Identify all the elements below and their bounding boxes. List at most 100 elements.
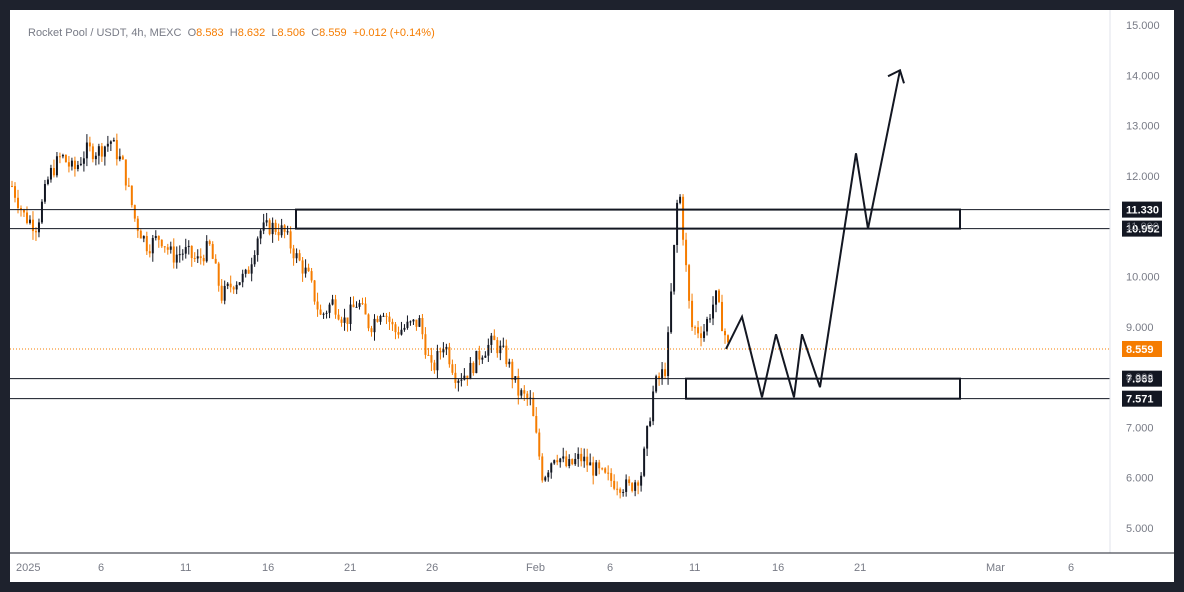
candle-body (436, 351, 439, 371)
candle-body (724, 331, 727, 336)
candle-body (337, 314, 340, 320)
candle-body (559, 458, 562, 463)
candle-body (466, 375, 469, 380)
candle-body (598, 462, 601, 469)
candle-body (499, 345, 502, 354)
candle-body (550, 463, 553, 473)
candle-body (382, 315, 385, 317)
symbol-legend: Rocket Pool / USDT, 4h, MEXC O8.583 H8.6… (28, 27, 435, 39)
candle-body (505, 345, 508, 365)
last-price-tag-label: 8.559 (1126, 344, 1154, 356)
candle-body (358, 303, 361, 307)
change-value: +0.012 (+0.14%) (352, 27, 435, 39)
candle-body (349, 304, 352, 325)
candle-body (433, 362, 436, 371)
candle-body (157, 235, 160, 240)
projection-path (725, 70, 901, 398)
candle-body (292, 248, 295, 259)
candle-body (391, 321, 394, 325)
resistance-zone-tag-label: 10.952 (1126, 224, 1160, 236)
candle-body (445, 346, 448, 350)
price-tick-label: 11.000 (1126, 221, 1159, 233)
candle-body (604, 468, 607, 473)
candle-body (682, 196, 685, 240)
candle-body (460, 379, 463, 381)
candle-body (190, 245, 193, 259)
candle-body (286, 231, 289, 233)
projection-arrowhead (887, 68, 905, 84)
candle-body (130, 185, 133, 206)
time-tick-label: 16 (262, 562, 274, 574)
support-zone-box (685, 377, 961, 400)
candle-body (67, 162, 70, 167)
candle-body (184, 247, 187, 254)
candle-body (508, 361, 511, 365)
time-tick-label: Mar (986, 562, 1005, 574)
candle-body (406, 321, 409, 328)
candle-body (172, 246, 175, 263)
candle-body (610, 473, 613, 481)
candle-body (187, 245, 190, 248)
candle-body (442, 349, 445, 353)
price-tick-label: 7.000 (1126, 422, 1154, 434)
candle-body (112, 140, 115, 142)
chart-panel[interactable]: 8.559 11.330 10.952 7.969 7.571 15.000 14.000… (10, 10, 1174, 582)
candle-body (421, 318, 424, 335)
candle-body (364, 303, 367, 315)
candle-body (76, 164, 79, 170)
candle-body (409, 321, 412, 323)
price-tick-label: 10.000 (1126, 272, 1160, 284)
candle-body (394, 324, 397, 333)
candle-body (619, 489, 622, 493)
candle-body (304, 267, 307, 274)
candle-body (55, 156, 58, 176)
candle-body (169, 246, 172, 250)
candle-body (412, 319, 415, 322)
candle-body (262, 222, 265, 231)
close-key: C (311, 27, 320, 39)
candle-body (211, 244, 214, 259)
candle-body (475, 350, 478, 374)
candle-body (706, 319, 709, 332)
candle-body (295, 253, 298, 259)
candle-body (532, 397, 535, 417)
candle-body (715, 290, 718, 305)
candle-body (703, 331, 706, 338)
candle-body (469, 362, 472, 380)
candle-body (502, 345, 505, 347)
candle-body (115, 140, 118, 160)
candle-body (658, 376, 661, 379)
candle-body (616, 488, 619, 490)
candle-body (178, 254, 181, 256)
candle-body (385, 315, 388, 317)
candle-body (133, 205, 136, 219)
candle-body (82, 158, 85, 164)
candle-body (79, 163, 82, 165)
candle-body (166, 247, 169, 250)
candle-body (700, 333, 703, 338)
candle-body (430, 355, 433, 363)
candle-body (64, 154, 67, 163)
candle-body (634, 482, 637, 491)
candle-body (631, 483, 634, 491)
candle-body (16, 197, 19, 209)
candle-body (361, 303, 364, 305)
candle-body (340, 319, 343, 323)
candle-body (142, 236, 145, 239)
candle-body (127, 185, 130, 187)
last-price-tag (1122, 340, 1162, 357)
high-key: H (229, 27, 238, 39)
high-value: 8.632 (237, 27, 266, 39)
price-chart[interactable]: 8.559 11.330 10.952 7.969 7.571 15.000 14.000… (10, 10, 1174, 582)
candle-body (622, 491, 625, 493)
candle-body (673, 244, 676, 292)
resistance-zone-tag (1122, 201, 1162, 218)
candle-body (154, 235, 157, 239)
candle-body (676, 202, 679, 245)
candle-body (403, 327, 406, 330)
candle-body (229, 283, 232, 288)
candle-body (61, 154, 64, 157)
support-zone-tag (1122, 370, 1162, 387)
candle-body (670, 291, 673, 333)
time-tick-label: 6 (1068, 562, 1074, 574)
